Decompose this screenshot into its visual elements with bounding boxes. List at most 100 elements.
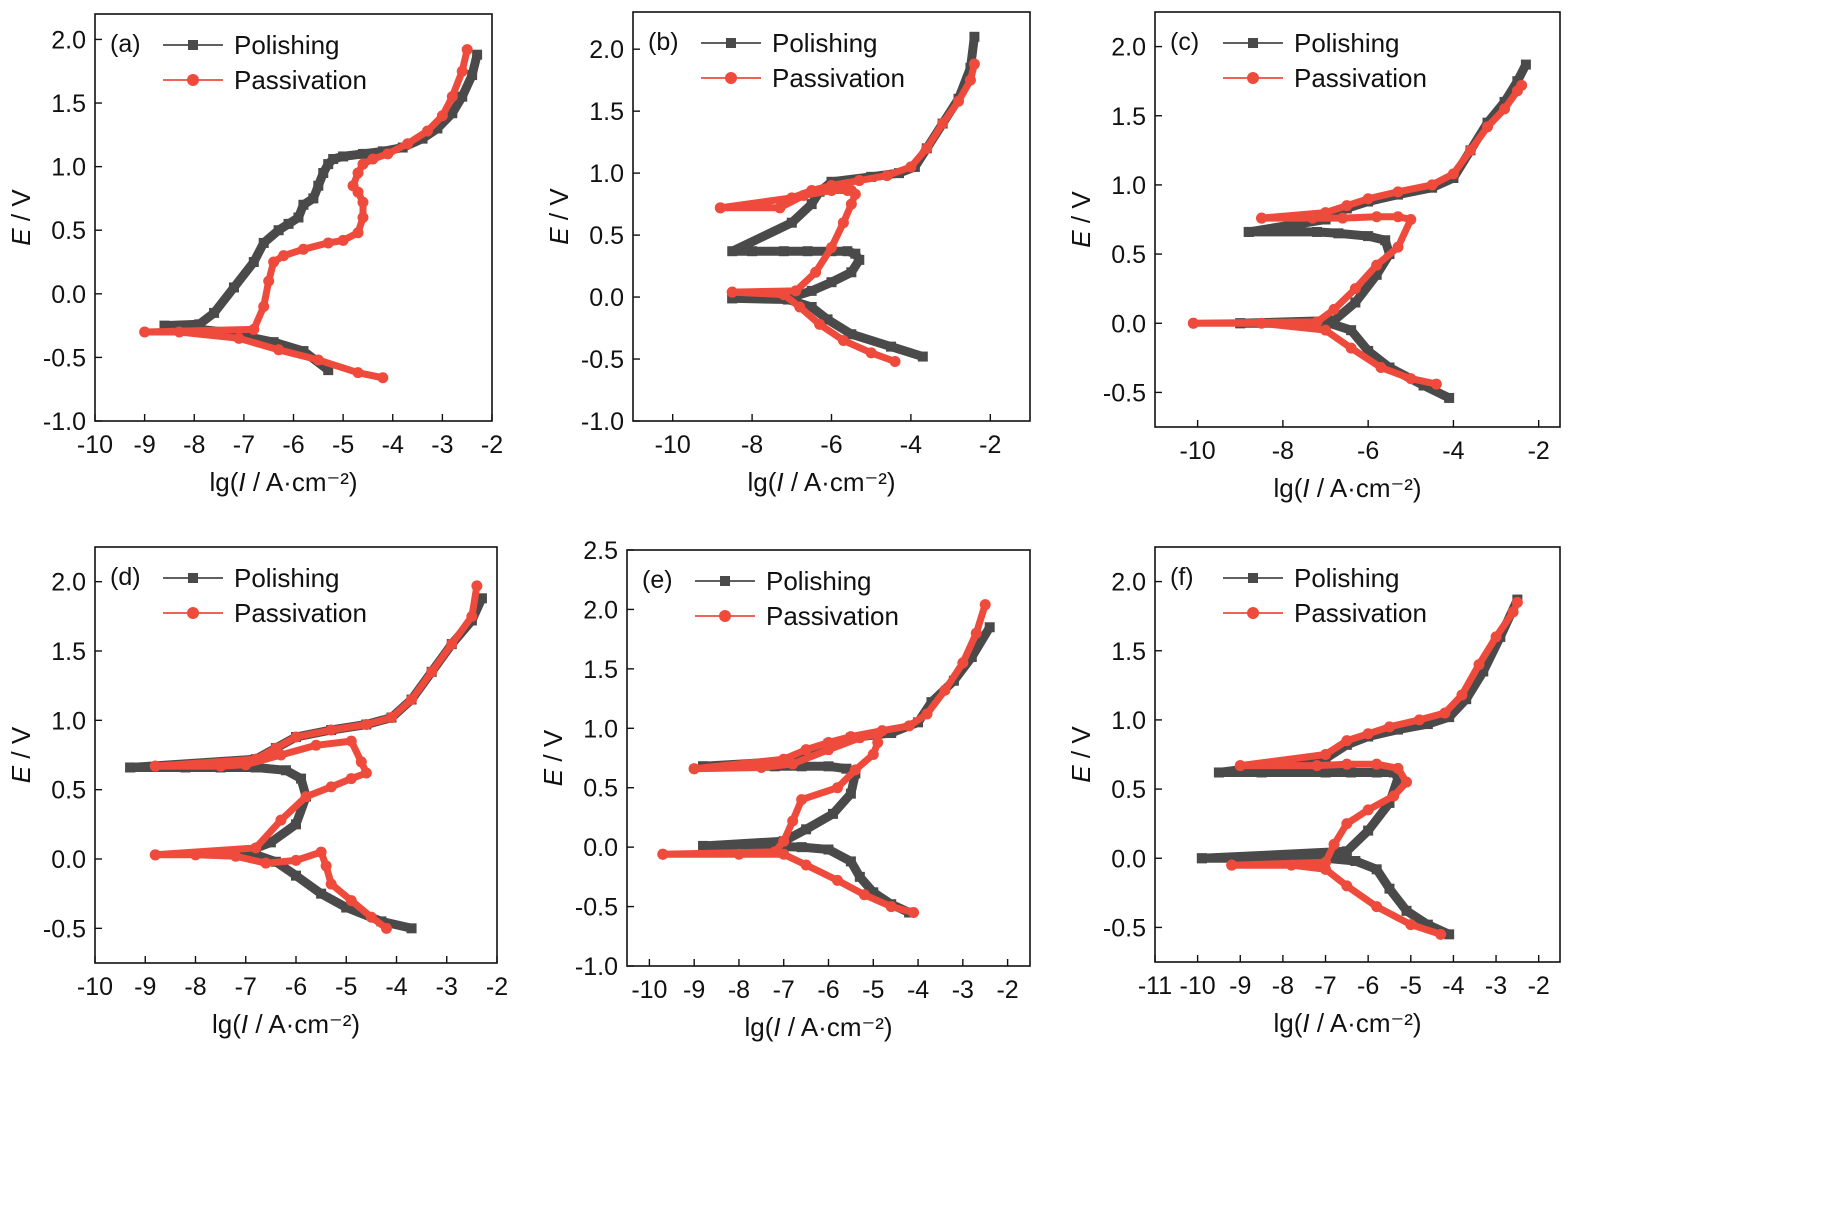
data-point: [347, 180, 359, 192]
data-point: [258, 237, 269, 248]
data-point: [908, 907, 920, 919]
data-point: [688, 763, 700, 775]
data-point: [1392, 241, 1404, 253]
data-point: [345, 773, 357, 785]
legend-marker: [188, 573, 198, 583]
y-tick-label: 0.0: [589, 284, 624, 312]
data-point: [841, 763, 852, 774]
legend-label: Polishing: [234, 563, 340, 593]
legend: Polishing Passivation: [163, 563, 367, 628]
data-point: [1447, 168, 1459, 180]
legend: Polishing Passivation: [701, 28, 905, 93]
data-point: [698, 840, 709, 851]
series-polishing: [1235, 59, 1531, 403]
y-tick-label: -0.5: [43, 344, 86, 372]
data-point: [1349, 283, 1361, 295]
data-point: [1511, 596, 1523, 608]
data-point: [858, 889, 870, 901]
data-point: [260, 857, 272, 869]
data-point: [787, 758, 799, 770]
data-point: [845, 198, 857, 210]
x-tick-label: -7: [233, 431, 255, 459]
data-point: [1482, 121, 1494, 133]
y-tick-label: 0.5: [1111, 776, 1146, 804]
data-point: [296, 773, 307, 784]
data-point: [173, 326, 185, 338]
x-tick-label: -11: [1138, 972, 1172, 1000]
data-point: [872, 737, 884, 749]
x-tick-label: -2: [979, 431, 1001, 459]
y-tick-label: 1.0: [1111, 172, 1146, 200]
data-point: [823, 737, 834, 749]
data-point: [149, 849, 161, 861]
y-tick-label: -1.0: [581, 408, 624, 436]
x-axis-label: lg(I / A·cm⁻²): [209, 467, 357, 497]
panel-a: -10 -9 -8 -7 -6 -5 -4 -3 -2 -1.0 -0.5 0.0 0.5 1.0 1.5 2…: [6, 13, 503, 497]
data-point: [355, 756, 367, 768]
data-point: [377, 146, 388, 157]
data-point: [849, 764, 861, 776]
data-point: [957, 657, 969, 669]
data-point: [318, 167, 329, 178]
data-point: [800, 859, 812, 871]
data-point: [357, 148, 368, 159]
data-point: [837, 334, 849, 346]
data-point: [806, 285, 817, 296]
data-point: [1444, 392, 1455, 403]
data-point: [1341, 735, 1353, 747]
data-point: [352, 167, 364, 179]
x-axis-label: lg(I / A·cm⁻²): [1273, 1008, 1421, 1038]
data-point: [325, 724, 337, 736]
y-tick-label: 2.0: [1111, 34, 1146, 62]
data-point: [1401, 905, 1412, 916]
data-point: [831, 874, 843, 886]
data-point: [778, 246, 789, 257]
x-tick-label: -2: [1528, 972, 1550, 1000]
data-point: [250, 762, 261, 773]
data-point: [360, 767, 372, 779]
data-point: [1363, 231, 1374, 242]
data-point: [298, 346, 309, 357]
data-point: [1413, 714, 1425, 726]
data-point: [377, 372, 389, 384]
x-tick-label: -4: [382, 431, 404, 459]
series-thin-line: [720, 63, 976, 363]
data-point: [300, 791, 312, 803]
series-thin-line: [164, 54, 478, 371]
data-point: [280, 765, 291, 776]
data-point: [885, 901, 897, 913]
data-point: [446, 91, 458, 103]
legend-marker: [1247, 607, 1259, 619]
x-tick-label: -10: [77, 973, 113, 1001]
data-point: [1312, 226, 1322, 237]
data-point: [837, 217, 849, 229]
data-point: [796, 842, 807, 853]
data-point: [886, 341, 897, 352]
panel-e: -10 -9 -8 -7 -6 -5 -4 -3 -2 -1.0 -0.5 0.0 0.5 1.0 1.5 2…: [538, 537, 1031, 1042]
data-point: [215, 760, 227, 772]
data-point: [1439, 707, 1451, 719]
data-point: [970, 627, 982, 639]
data-point: [886, 728, 897, 739]
data-point: [432, 123, 443, 134]
data-point: [984, 622, 995, 633]
data-point: [278, 250, 290, 262]
x-tick-label: -9: [134, 431, 156, 459]
data-point: [268, 256, 280, 268]
data-point: [250, 842, 262, 854]
data-point: [325, 878, 337, 890]
series-passivation: [1226, 596, 1523, 940]
data-point: [290, 854, 302, 866]
x-tick-label: -5: [332, 431, 354, 459]
data-point: [323, 159, 334, 170]
x-axis-label: lg(I / A·cm⁻²): [744, 1012, 892, 1042]
legend-marker: [187, 607, 199, 619]
data-point: [714, 202, 726, 214]
x-tick-label: -6: [1357, 437, 1379, 465]
panel-label: (f): [1170, 563, 1194, 591]
x-tick-label: -10: [1180, 437, 1216, 465]
y-tick-label: 2.0: [51, 569, 86, 597]
data-point: [1362, 728, 1374, 740]
x-tick-label: -2: [481, 431, 503, 459]
data-point: [297, 243, 309, 255]
